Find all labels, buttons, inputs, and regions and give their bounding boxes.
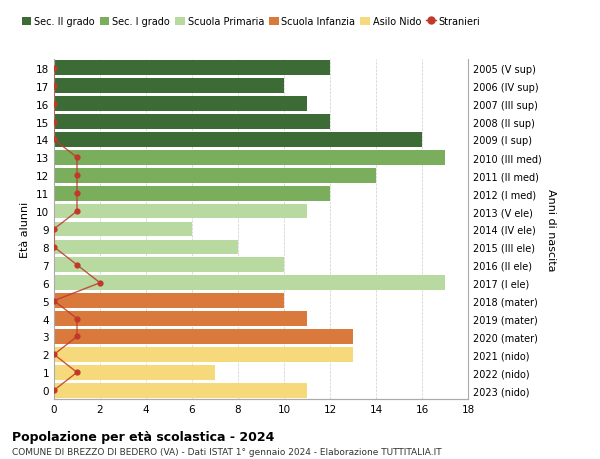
Bar [54,204,307,219]
Bar [54,365,215,380]
Text: Popolazione per età scolastica - 2024: Popolazione per età scolastica - 2024 [12,431,274,443]
Bar [54,115,330,129]
Bar [54,240,238,255]
Text: COMUNE DI BREZZO DI BEDERO (VA) - Dati ISTAT 1° gennaio 2024 - Elaborazione TUTT: COMUNE DI BREZZO DI BEDERO (VA) - Dati I… [12,448,442,457]
Y-axis label: Età alunni: Età alunni [20,202,31,257]
Bar [54,312,307,326]
Bar [54,133,422,147]
Bar [54,258,284,273]
Legend: Sec. II grado, Sec. I grado, Scuola Primaria, Scuola Infanzia, Asilo Nido, Stran: Sec. II grado, Sec. I grado, Scuola Prim… [22,17,481,27]
Bar [54,383,307,397]
Bar [54,62,330,76]
Bar [54,168,376,183]
Bar [54,151,445,165]
Bar [54,222,192,237]
Y-axis label: Anni di nascita: Anni di nascita [545,188,556,271]
Bar [54,347,353,362]
Bar [54,186,330,201]
Bar [54,294,284,308]
Bar [54,97,307,112]
Bar [54,276,445,291]
Bar [54,79,284,94]
Bar [54,330,353,344]
